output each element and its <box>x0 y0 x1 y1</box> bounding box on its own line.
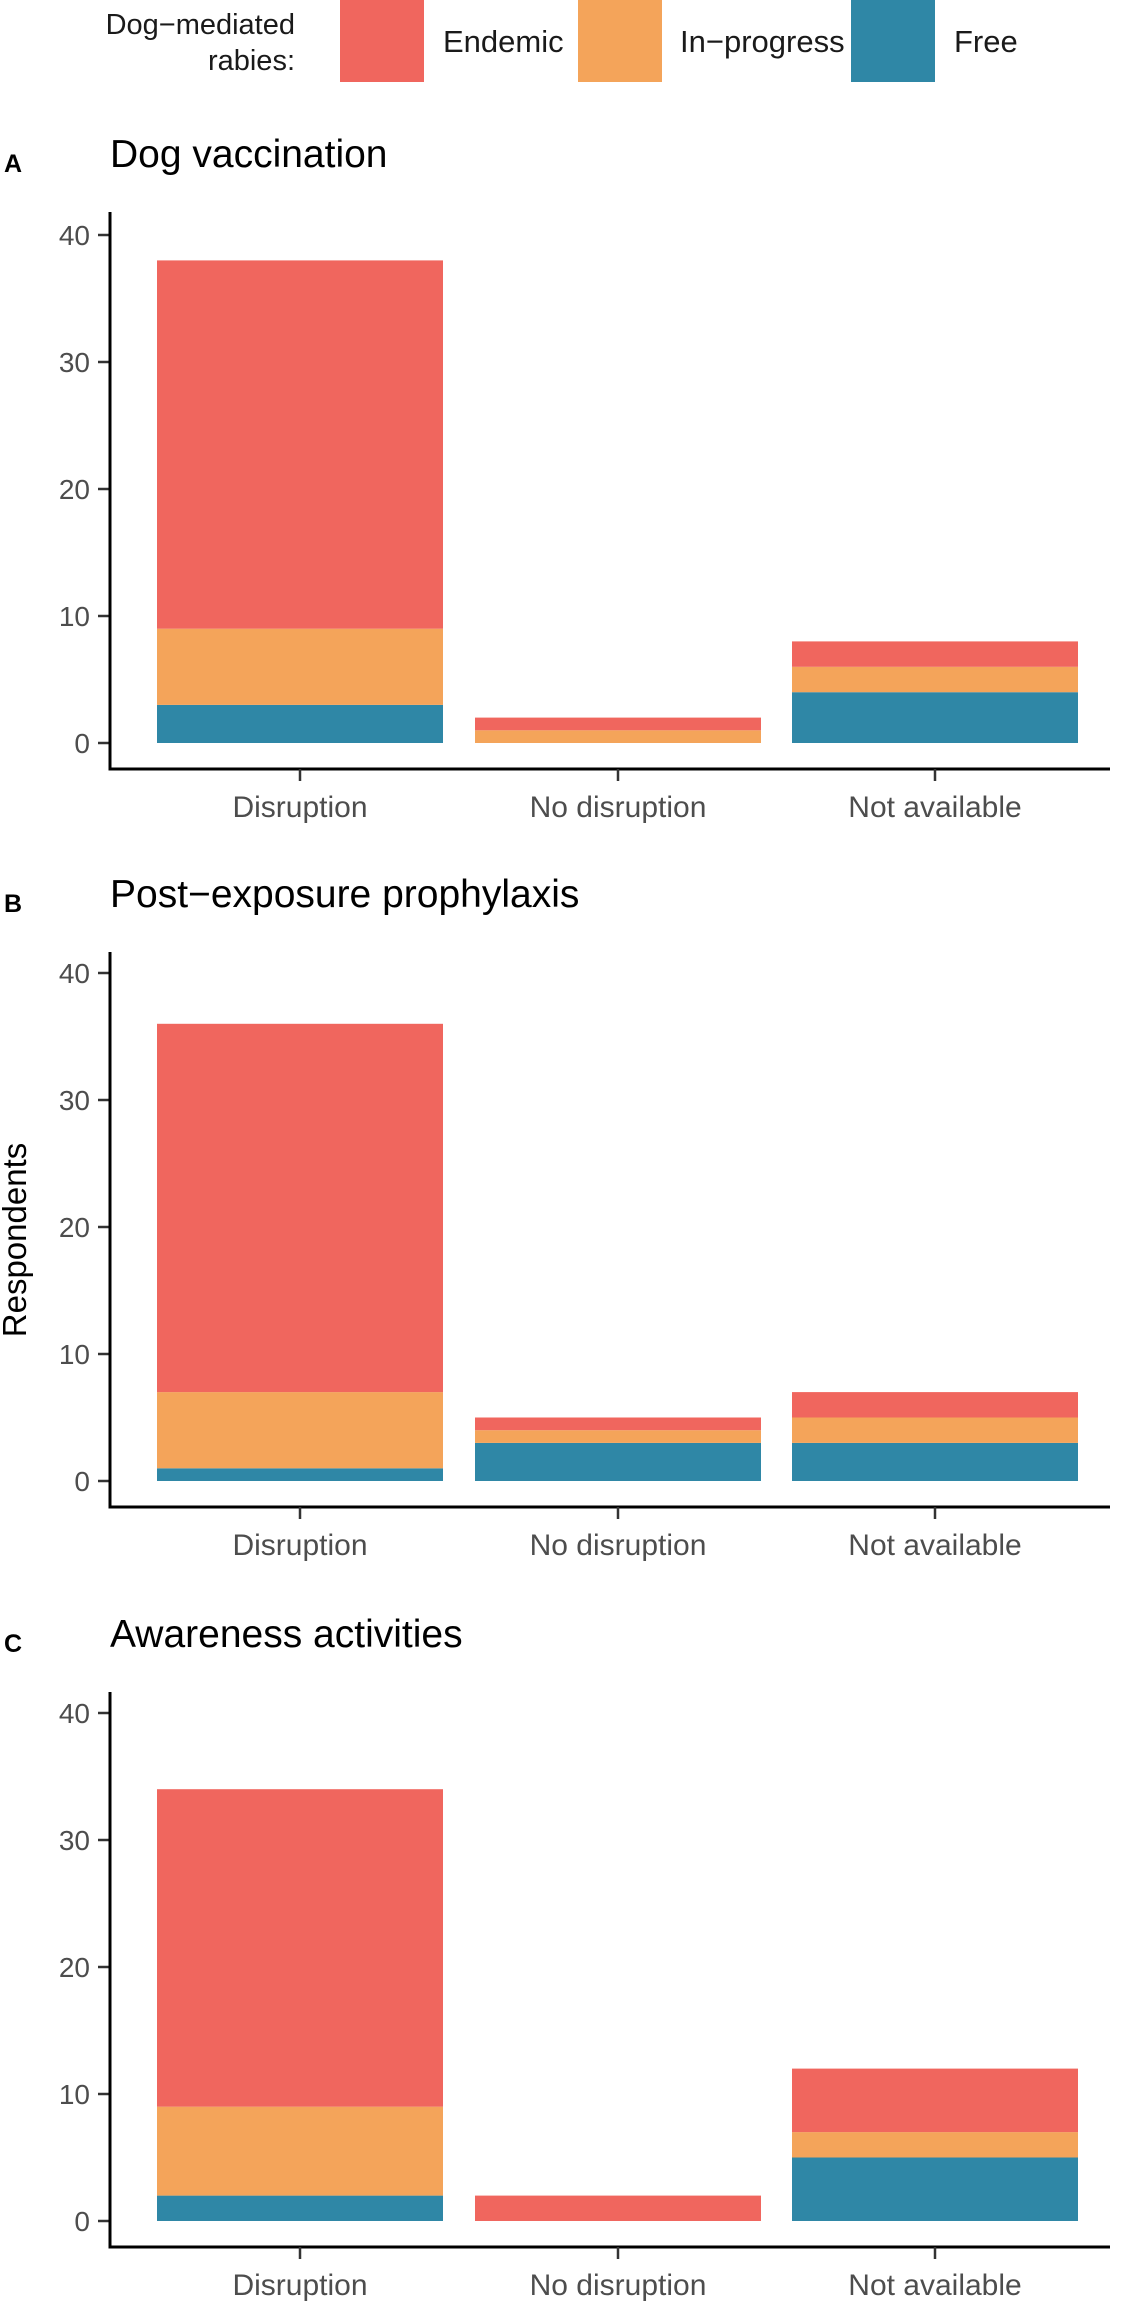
bar-c-disruption-endemic <box>157 1789 443 2107</box>
y-tick-label-b-40: 40 <box>59 958 90 989</box>
y-tick-label-b-20: 20 <box>59 1212 90 1243</box>
legend-label-endemic: Endemic <box>443 24 564 59</box>
legend-title-line2: rabies: <box>208 45 295 77</box>
bar-b-disruption-in-progress <box>157 1392 443 1469</box>
bar-a-disruption-in-progress <box>157 628 443 705</box>
bar-c-disruption-free <box>157 2195 443 2221</box>
bar-b-no-disruption-endemic <box>475 1417 761 1431</box>
y-tick-label-c-40: 40 <box>59 1698 90 1729</box>
panel-letter-c: C <box>4 1630 22 1658</box>
x-tick-label-c-disruption: Disruption <box>232 2269 367 2301</box>
bar-c-not-available-in-progress <box>792 2132 1078 2158</box>
bar-a-not-available-endemic <box>792 641 1078 667</box>
legend-swatch-free <box>851 0 935 82</box>
bar-a-disruption-endemic <box>157 260 443 629</box>
x-tick-label-c-not-available: Not available <box>848 2269 1021 2301</box>
panel-title-a: Dog vaccination <box>110 133 388 176</box>
bar-c-no-disruption-endemic <box>475 2195 761 2221</box>
legend-label-free: Free <box>954 24 1018 59</box>
panel-title-b: Post−exposure prophylaxis <box>110 873 579 916</box>
bar-b-not-available-endemic <box>792 1392 1078 1418</box>
y-tick-label-b-0: 0 <box>74 1466 90 1497</box>
y-tick-label-a-30: 30 <box>59 347 90 378</box>
bar-a-disruption-free <box>157 704 443 743</box>
y-tick-label-c-0: 0 <box>74 2206 90 2237</box>
panel-c: C Awareness activities 0 10 20 30 40 Disruption… <box>4 1613 1110 2301</box>
bar-b-disruption-free <box>157 1468 443 1481</box>
y-tick-label-a-0: 0 <box>74 728 90 759</box>
panel-a: A Dog vaccination 0 10 20 30 40 Disruption No di… <box>4 133 1110 824</box>
bar-c-disruption-in-progress <box>157 2106 443 2196</box>
bar-c-not-available-endemic <box>792 2068 1078 2133</box>
y-tick-label-b-30: 30 <box>59 1085 90 1116</box>
y-tick-label-c-30: 30 <box>59 1825 90 1856</box>
x-tick-label-c-no-disruption: No disruption <box>530 2269 707 2301</box>
x-tick-label-b-no-disruption: No disruption <box>530 1529 707 1562</box>
x-tick-label-a-disruption: Disruption <box>232 791 367 824</box>
y-tick-label-a-10: 10 <box>59 601 90 632</box>
bar-a-not-available-free <box>792 692 1078 743</box>
y-tick-label-a-20: 20 <box>59 474 90 505</box>
legend-label-in-progress: In−progress <box>680 24 845 59</box>
x-tick-label-b-disruption: Disruption <box>232 1529 367 1562</box>
bar-b-no-disruption-in-progress <box>475 1430 761 1443</box>
panel-letter-a: A <box>4 150 22 178</box>
legend: Dog−mediated rabies: Endemic In−progress… <box>106 0 1018 82</box>
y-tick-label-b-10: 10 <box>59 1339 90 1370</box>
bar-a-no-disruption-endemic <box>475 717 761 731</box>
panel-b: B Post−exposure prophylaxis 0 10 20 30 40 Disru… <box>4 873 1110 1562</box>
x-tick-label-a-not-available: Not available <box>848 791 1021 824</box>
panel-letter-b: B <box>4 890 22 918</box>
y-tick-label-c-10: 10 <box>59 2079 90 2110</box>
x-tick-label-a-no-disruption: No disruption <box>530 791 707 824</box>
legend-swatch-in-progress <box>578 0 662 82</box>
bar-b-disruption-endemic <box>157 1023 443 1393</box>
y-axis-title: Respondents <box>0 1143 33 1337</box>
y-tick-label-a-40: 40 <box>59 220 90 251</box>
x-tick-label-b-not-available: Not available <box>848 1529 1021 1562</box>
panel-title-c: Awareness activities <box>110 1613 463 1656</box>
y-tick-label-c-20: 20 <box>59 1952 90 1983</box>
legend-title-line1: Dog−mediated <box>106 9 295 41</box>
bar-c-not-available-free <box>792 2157 1078 2221</box>
bar-a-not-available-in-progress <box>792 666 1078 693</box>
bar-b-no-disruption-free <box>475 1442 761 1481</box>
bar-b-not-available-in-progress <box>792 1417 1078 1443</box>
bar-b-not-available-free <box>792 1442 1078 1481</box>
legend-swatch-endemic <box>340 0 424 82</box>
bar-a-no-disruption-in-progress <box>475 730 761 743</box>
